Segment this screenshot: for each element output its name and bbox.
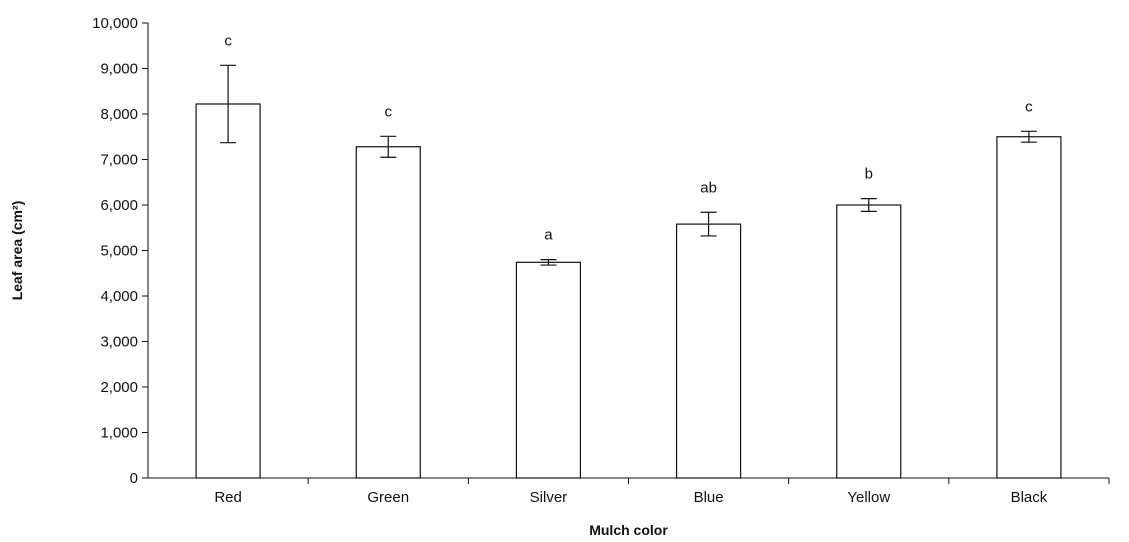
y-tick-label: 10,000 <box>92 15 138 32</box>
y-ticks: 0 1,000 2,000 3,000 4,000 5,000 6,000 7,000 8,00… <box>92 15 148 487</box>
significance-letter: c <box>385 103 393 120</box>
significance-letter: ab <box>700 179 717 196</box>
y-tick-label: 7,000 <box>100 152 138 169</box>
bar <box>515 261 582 479</box>
bar <box>996 136 1062 479</box>
y-tick-label: 1,000 <box>100 425 138 442</box>
x-ticks: Red Green Silver Blue Yellow Black <box>214 478 1110 506</box>
x-tick-label: Yellow <box>847 489 890 506</box>
y-tick-label: 0 <box>130 470 138 487</box>
error-bar <box>700 211 717 237</box>
significance-letter: c <box>224 32 232 49</box>
bar <box>675 223 742 479</box>
y-tick-label: 5,000 <box>100 243 138 260</box>
bars-layer <box>195 103 1062 479</box>
error-bar <box>380 135 397 158</box>
y-tick-label: 6,000 <box>100 197 138 214</box>
axes-layer <box>147 23 1109 479</box>
significance-letter: b <box>865 166 873 183</box>
bar <box>836 204 902 479</box>
x-tick-label: Green <box>367 489 409 506</box>
y-tick-label: 2,000 <box>100 379 138 396</box>
y-axis-title: Leaf area (cm²) <box>9 201 25 301</box>
bar <box>195 103 261 479</box>
x-tick-label: Red <box>214 489 242 506</box>
x-tick-label: Silver <box>530 489 568 506</box>
error-bar <box>540 259 557 266</box>
x-tick-label: Black <box>1011 489 1048 506</box>
y-tick-label: 3,000 <box>100 334 138 351</box>
y-tick-label: 4,000 <box>100 288 138 305</box>
error-bar <box>220 64 237 144</box>
y-tick-label: 9,000 <box>100 61 138 78</box>
error-bar <box>1020 130 1037 143</box>
significance-letter: c <box>1025 98 1033 115</box>
bar <box>355 146 421 479</box>
significance-labels: c c a ab b c <box>224 32 1033 243</box>
error-bars-layer <box>220 64 1037 266</box>
significance-letter: a <box>544 227 553 244</box>
error-bar <box>860 198 877 212</box>
x-tick-label: Blue <box>694 489 724 506</box>
y-tick-label: 8,000 <box>100 106 138 123</box>
x-axis-title: Mulch color <box>589 522 668 538</box>
